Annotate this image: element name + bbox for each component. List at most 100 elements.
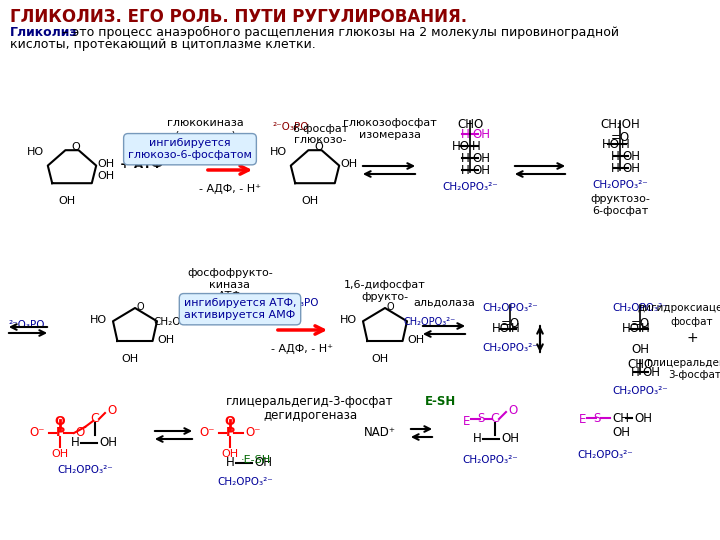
- Text: O: O: [315, 142, 323, 152]
- Text: ингибируется АТФ,
активируется АМФ: ингибируется АТФ, активируется АМФ: [184, 298, 296, 320]
- Text: HO: HO: [270, 147, 287, 157]
- Text: O: O: [55, 415, 66, 428]
- Text: фрукто-: фрукто-: [361, 292, 408, 302]
- Text: ²⁻O₃PO: ²⁻O₃PO: [272, 122, 308, 132]
- Text: (в печени): (в печени): [174, 130, 235, 140]
- Text: – это процесс анаэробного расщепления глюкозы на 2 молекулы пировиноградной: – это процесс анаэробного расщепления гл…: [58, 26, 619, 39]
- Text: OH: OH: [407, 335, 424, 345]
- Text: HO: HO: [90, 315, 107, 325]
- Text: глицеральдегид-3-фосфат: глицеральдегид-3-фосфат: [226, 395, 394, 408]
- Text: H: H: [641, 322, 649, 335]
- Text: CH₂OPO₃²⁻: CH₂OPO₃²⁻: [482, 343, 538, 353]
- Text: OH: OH: [634, 411, 652, 424]
- Text: P: P: [55, 427, 65, 440]
- Text: H: H: [462, 152, 470, 165]
- Text: 1,6-дифосфат: 1,6-дифосфат: [344, 280, 426, 290]
- Text: фосфофрукто-: фосфофрукто-: [187, 268, 273, 278]
- Text: HO: HO: [602, 138, 620, 151]
- Text: H: H: [631, 366, 640, 379]
- Text: OH: OH: [254, 456, 272, 469]
- Text: CH₂OPO₃²⁻: CH₂OPO₃²⁻: [57, 465, 113, 475]
- Text: OH: OH: [157, 335, 174, 345]
- Text: OH: OH: [58, 196, 76, 206]
- Text: глицеральдегид-: глицеральдегид-: [647, 358, 720, 368]
- Text: изомераза: изомераза: [359, 130, 421, 140]
- Text: OH: OH: [612, 427, 630, 440]
- Text: CH₂OH: CH₂OH: [600, 118, 640, 131]
- Text: CH₂OPO₃²⁻: CH₂OPO₃²⁻: [612, 386, 668, 396]
- Text: OH: OH: [122, 354, 138, 364]
- Text: OH: OH: [622, 161, 640, 174]
- Text: глюкозо-: глюкозо-: [294, 135, 346, 145]
- Text: альдолаза: альдолаза: [413, 298, 475, 308]
- Text: E-SH: E-SH: [425, 395, 456, 408]
- Text: CH₂OH: CH₂OH: [153, 317, 188, 327]
- Text: дигидроксиацетон-: дигидроксиацетон-: [638, 303, 720, 313]
- Text: АТФ: АТФ: [218, 291, 242, 301]
- Text: CH₂OPO₃²⁻: CH₂OPO₃²⁻: [217, 477, 273, 487]
- Text: +: +: [686, 331, 698, 345]
- Text: O: O: [508, 404, 517, 417]
- Text: P: P: [225, 427, 235, 440]
- Text: CH₂OPO₃²⁻: CH₂OPO₃²⁻: [612, 303, 668, 313]
- Text: фосфат: фосфат: [671, 317, 714, 327]
- Text: HO: HO: [492, 322, 510, 335]
- Text: OH: OH: [631, 343, 649, 356]
- Text: H: H: [611, 150, 620, 163]
- Text: OH: OH: [642, 366, 660, 379]
- Text: CH₂OPO₃²⁻: CH₂OPO₃²⁻: [403, 317, 455, 327]
- Text: S: S: [477, 413, 485, 426]
- Text: глюкозофосфат: глюкозофосфат: [343, 118, 437, 128]
- Text: C: C: [490, 413, 500, 426]
- Text: СНО: СНО: [627, 358, 653, 371]
- Text: фруктозо-: фруктозо-: [590, 194, 650, 204]
- Text: OH: OH: [472, 164, 490, 177]
- Text: E: E: [463, 415, 470, 428]
- Text: CH₂OPO₃²⁻: CH₂OPO₃²⁻: [577, 450, 633, 460]
- Text: CH: CH: [612, 411, 629, 424]
- Text: OH: OH: [51, 449, 68, 459]
- Text: 6-фосфат: 6-фосфат: [592, 206, 648, 216]
- Text: ингибируется
глюкозо-6-фосфатом: ингибируется глюкозо-6-фосфатом: [128, 138, 252, 160]
- Text: ²⁻O₃PO: ²⁻O₃PO: [8, 320, 45, 330]
- Text: OH: OH: [472, 152, 490, 165]
- Text: OH: OH: [340, 159, 357, 169]
- Text: =O: =O: [611, 131, 629, 144]
- Text: O: O: [136, 302, 144, 312]
- Text: - АДФ, - Н⁺: - АДФ, - Н⁺: [271, 344, 333, 354]
- Text: OH: OH: [222, 449, 238, 459]
- Text: ·E-SH: ·E-SH: [241, 455, 271, 465]
- Text: ГЛИКОЛИЗ. ЕГО РОЛЬ. ПУТИ РУГУЛИРОВАНИЯ.: ГЛИКОЛИЗ. ЕГО РОЛЬ. ПУТИ РУГУЛИРОВАНИЯ.: [10, 8, 467, 26]
- Text: OH: OH: [97, 171, 114, 181]
- Text: O⁻: O⁻: [245, 427, 261, 440]
- Text: O: O: [71, 142, 81, 152]
- Text: H: H: [71, 436, 80, 449]
- Text: H: H: [226, 456, 235, 469]
- Text: 3-фосфат: 3-фосфат: [669, 370, 720, 380]
- Text: HO: HO: [27, 147, 44, 157]
- Text: киназа: киназа: [210, 280, 251, 290]
- Text: СНО: СНО: [457, 118, 483, 131]
- Text: O⁻: O⁻: [30, 427, 45, 440]
- Text: H: H: [511, 322, 520, 335]
- Text: CH₂OPO₃²⁻: CH₂OPO₃²⁻: [442, 182, 498, 192]
- Text: глюкокиназа: глюкокиназа: [166, 118, 243, 128]
- Text: O: O: [75, 427, 84, 440]
- Text: H: H: [462, 127, 470, 140]
- Text: H: H: [621, 138, 630, 151]
- Text: OH: OH: [302, 196, 318, 206]
- Text: дегидрогеназа: дегидрогеназа: [263, 409, 357, 422]
- Text: ²⁻O₃PO: ²⁻O₃PO: [282, 298, 318, 308]
- Text: O: O: [386, 302, 394, 312]
- Text: кислоты, протекающий в цитоплазме клетки.: кислоты, протекающий в цитоплазме клетки…: [10, 38, 316, 51]
- Text: 6-фосфат: 6-фосфат: [292, 124, 348, 134]
- Text: O⁻: O⁻: [199, 427, 215, 440]
- Text: OH: OH: [97, 159, 114, 169]
- Text: O: O: [107, 404, 116, 417]
- Text: H: H: [473, 433, 482, 446]
- Text: CH₂OPO₃²⁻: CH₂OPO₃²⁻: [462, 455, 518, 465]
- Text: HO: HO: [622, 322, 640, 335]
- Text: OH: OH: [501, 433, 519, 446]
- Text: =O: =O: [631, 317, 649, 330]
- Text: OH: OH: [622, 150, 640, 163]
